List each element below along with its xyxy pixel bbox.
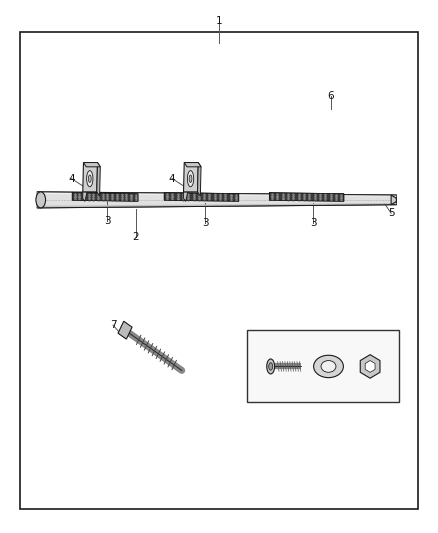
Text: 2: 2 [132,232,139,242]
Polygon shape [118,321,132,339]
Text: 5: 5 [388,208,395,218]
Ellipse shape [321,360,336,372]
Text: 3: 3 [104,216,111,226]
Polygon shape [360,354,380,378]
Polygon shape [97,163,100,196]
Polygon shape [84,163,100,167]
Text: 6: 6 [327,91,334,101]
Ellipse shape [314,355,343,377]
Polygon shape [365,360,375,373]
Ellipse shape [36,192,46,208]
Bar [20,32,418,509]
Polygon shape [184,163,201,167]
Text: 4: 4 [169,174,176,183]
Bar [247,330,399,402]
Ellipse shape [88,175,91,182]
Polygon shape [72,193,138,201]
Polygon shape [198,163,201,196]
Polygon shape [37,192,396,208]
Text: 3: 3 [201,218,208,228]
Text: 4: 4 [68,174,75,183]
Ellipse shape [189,175,192,182]
Text: 3: 3 [310,218,317,228]
Text: 7: 7 [110,320,117,330]
Polygon shape [184,163,198,192]
Polygon shape [37,192,396,197]
Polygon shape [184,192,188,201]
Ellipse shape [268,362,272,370]
Ellipse shape [87,171,93,187]
Polygon shape [391,195,396,205]
Polygon shape [164,193,239,201]
Polygon shape [83,192,87,201]
Polygon shape [37,203,396,208]
Ellipse shape [187,171,194,187]
Polygon shape [269,193,344,201]
Text: 1: 1 [215,17,223,26]
Polygon shape [83,163,98,192]
Ellipse shape [267,359,275,374]
